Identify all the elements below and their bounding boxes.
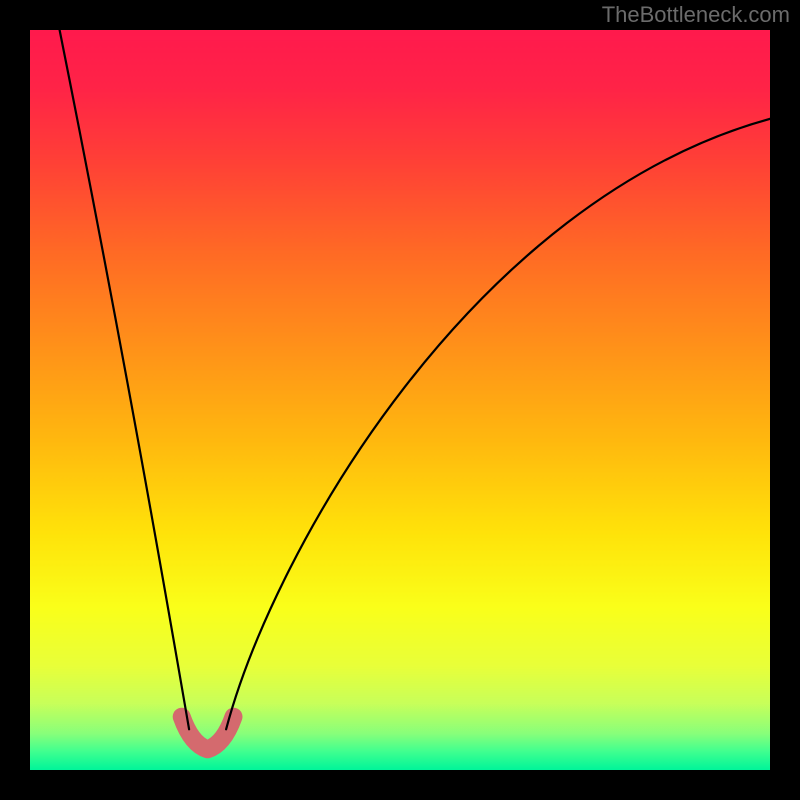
chart-container: TheBottleneck.com: [0, 0, 800, 800]
watermark-text: TheBottleneck.com: [602, 2, 790, 28]
curve-layer: [30, 30, 770, 770]
right-branch-path: [226, 119, 770, 730]
highlight-u-path: [182, 717, 234, 750]
left-branch-path: [60, 30, 190, 729]
plot-area: [30, 30, 770, 770]
